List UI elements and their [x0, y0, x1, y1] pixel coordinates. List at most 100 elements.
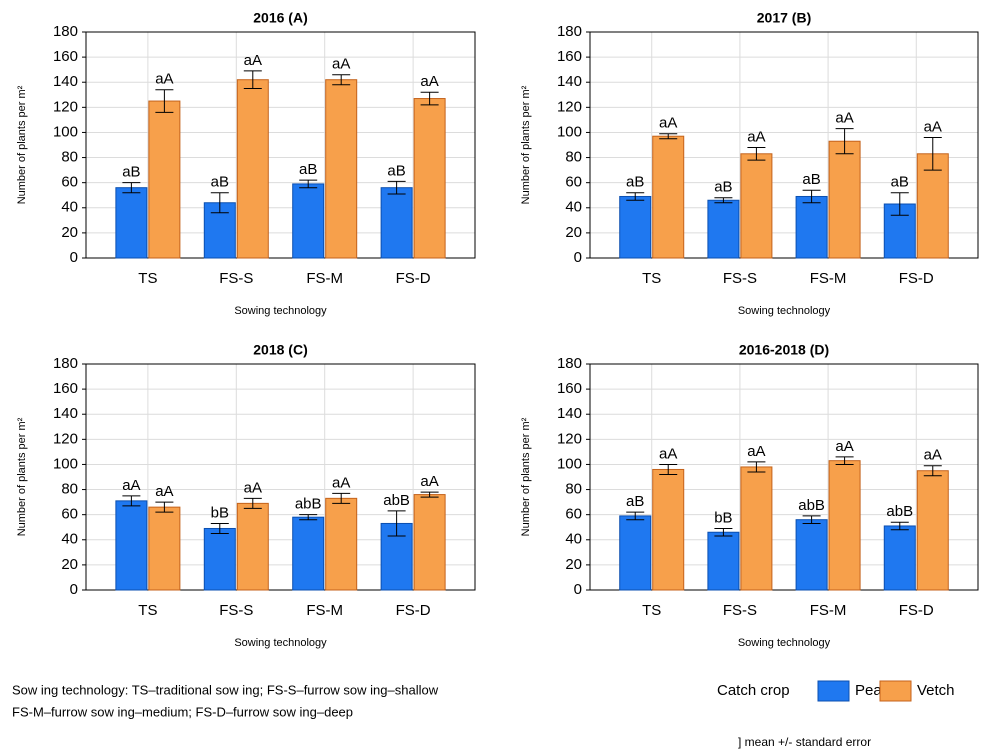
error-bar	[122, 495, 141, 507]
panel: 0 20 40 60 80 100 120 140 160 180 2016-2018 (D) Sow…	[520, 342, 979, 649]
y-tick-label: 120	[53, 430, 78, 447]
bar	[148, 100, 181, 259]
bar	[236, 502, 269, 591]
y-tick-label: 140	[557, 73, 582, 90]
bar	[740, 466, 773, 591]
value-letter-label: bB	[211, 504, 229, 521]
y-tick-label: 80	[565, 149, 582, 166]
error-bar	[122, 182, 141, 194]
y-tick-label: 160	[53, 380, 78, 397]
value-letter-label: aA	[747, 128, 765, 145]
error-bar	[332, 492, 351, 504]
error-bar	[243, 70, 262, 89]
y-tick-label: 180	[557, 23, 582, 40]
value-letter-label: aA	[924, 118, 942, 135]
bar	[740, 153, 773, 259]
chart-title: 2018 (C)	[253, 342, 307, 358]
legend-title: Catch crop	[717, 682, 790, 699]
y-tick-label: 180	[557, 355, 582, 372]
bar	[292, 516, 325, 591]
y-tick-label: 140	[53, 73, 78, 90]
x-tick-label: FS-M	[306, 602, 343, 619]
value-letter-label: aA	[155, 71, 173, 88]
x-tick-label: FS-D	[396, 270, 431, 287]
error-bar	[835, 456, 854, 465]
value-letter-label: aA	[244, 52, 262, 69]
x-tick-label: FS-D	[899, 602, 934, 619]
y-tick-label: 80	[61, 149, 78, 166]
value-letter-label: aB	[387, 162, 405, 179]
error-bar	[714, 527, 733, 537]
value-letter-label: aA	[332, 56, 350, 73]
value-letter-label: aA	[244, 479, 262, 496]
y-tick-label: 20	[61, 224, 78, 241]
x-tick-label: FS-S	[219, 270, 253, 287]
value-letter-label: abB	[383, 492, 410, 509]
y-tick-label: 100	[53, 455, 78, 472]
x-axis-label: Sowing technology	[738, 305, 831, 317]
bar	[619, 195, 652, 259]
y-tick-label: 40	[61, 531, 78, 548]
x-tick-label: FS-S	[219, 602, 253, 619]
bar	[883, 525, 916, 591]
y-tick-label: 20	[61, 556, 78, 573]
error-bar	[923, 136, 942, 171]
y-tick-label: 40	[61, 199, 78, 216]
chart-title: 2017 (B)	[757, 10, 811, 26]
y-tick-label: 60	[61, 174, 78, 191]
error-bar	[802, 515, 821, 524]
bar	[115, 187, 148, 259]
bar	[325, 497, 358, 591]
note: Sow ing technology: TS–traditional sow i…	[12, 682, 439, 697]
y-tick-label: 40	[565, 199, 582, 216]
legend-label: Pea;	[855, 682, 886, 699]
x-tick-label: TS	[138, 270, 157, 287]
bar	[707, 531, 740, 591]
error-bar	[923, 465, 942, 477]
value-letter-label: aB	[211, 174, 229, 191]
y-tick-label: 180	[53, 355, 78, 372]
chart-title: 2016 (A)	[253, 10, 307, 26]
value-letter-label: aA	[420, 73, 438, 90]
y-tick-label: 80	[61, 481, 78, 498]
error-bar	[659, 463, 678, 475]
bar	[619, 515, 652, 591]
error-bar	[420, 91, 439, 106]
value-letter-label: aB	[299, 161, 317, 178]
panel: 0 20 40 60 80 100 120 140 160 180 2016 (A) Sowing t…	[16, 10, 476, 317]
bar	[413, 98, 446, 259]
value-letter-label: aA	[659, 445, 677, 462]
y-tick-label: 60	[565, 506, 582, 523]
value-letter-label: aA	[420, 473, 438, 490]
bar	[236, 79, 269, 259]
y-tick-label: 140	[557, 405, 582, 422]
bar	[795, 519, 828, 591]
error-bar	[626, 511, 645, 521]
chart-title: 2016-2018 (D)	[739, 342, 829, 358]
panel: 0 20 40 60 80 100 120 140 160 180 2017 (B) Sowing t…	[520, 10, 979, 317]
y-tick-label: 100	[53, 123, 78, 140]
value-letter-label: abB	[886, 503, 913, 520]
error-bar	[155, 501, 174, 513]
value-letter-label: aB	[122, 164, 140, 181]
note: FS-M–furrow sow ing–medium; FS-D–furrow …	[12, 704, 353, 719]
error-bar	[243, 497, 262, 509]
y-tick-label: 40	[565, 531, 582, 548]
bar	[828, 140, 861, 259]
y-tick-label: 100	[557, 123, 582, 140]
y-tick-label: 20	[565, 224, 582, 241]
plot-frame	[589, 31, 979, 259]
y-tick-label: 160	[557, 48, 582, 65]
error-bar	[210, 192, 229, 214]
x-tick-label: FS-M	[810, 602, 847, 619]
bar	[652, 135, 685, 259]
x-axis-label: Sowing technology	[234, 305, 327, 317]
x-tick-label: TS	[642, 602, 661, 619]
error-bar	[332, 74, 351, 86]
y-tick-label: 120	[557, 98, 582, 115]
error-bar	[387, 180, 406, 195]
error-bar	[747, 461, 766, 473]
bar	[413, 494, 446, 591]
value-letter-label: aA	[924, 447, 942, 464]
